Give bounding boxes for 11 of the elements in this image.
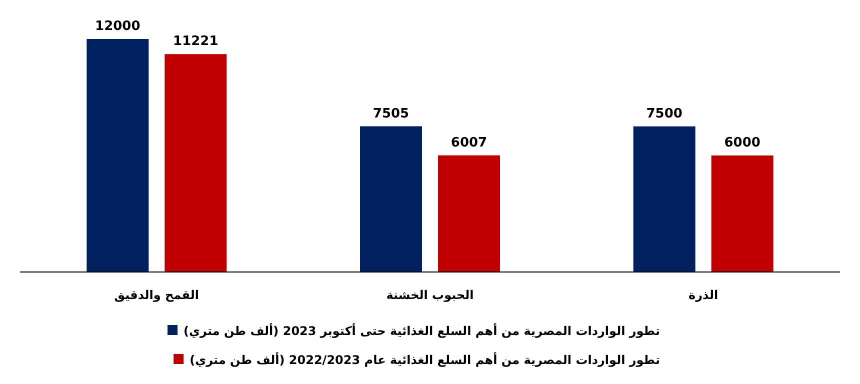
x-tick-label: القمح والدقيق [114, 288, 200, 302]
data-label: 6007 [450, 135, 488, 150]
data-label: 12000 [95, 19, 140, 34]
data-label: 11221 [173, 34, 218, 50]
data-label: 7505 [372, 106, 410, 122]
legend-label: تطور الواردات المصرية من أهم السلع الغذائية حتى أكتوبر 2023 (ألف طن متري) [184, 323, 660, 338]
x-tick-label: الحبوب الخشنة [386, 288, 474, 302]
x-tick-label: الذرة [688, 288, 718, 302]
data-label: 6000 [724, 136, 760, 150]
data-label: 7500 [646, 106, 682, 122]
legend-label: تطور الواردات المصرية من أهم السلع الغذائية عام 2022/2023 (ألف طن متري) [190, 352, 660, 367]
